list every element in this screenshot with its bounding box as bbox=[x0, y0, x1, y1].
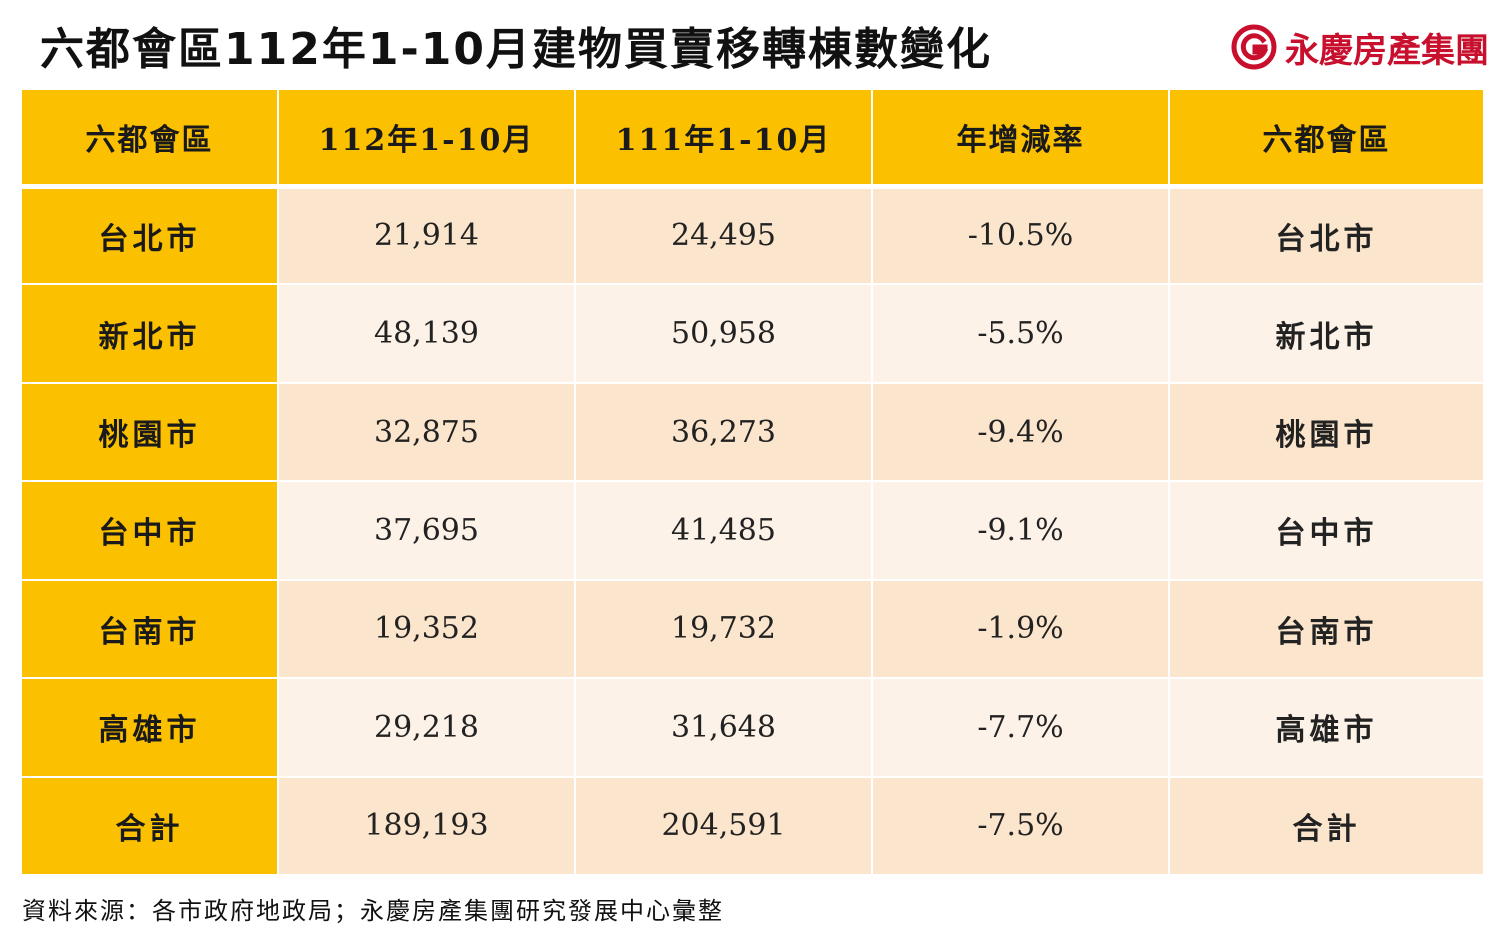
value-cell-2023: 32,875 bbox=[277, 381, 576, 483]
column-header: 112年1-10月 bbox=[277, 88, 576, 189]
brand: 永慶房產集團 bbox=[1231, 22, 1489, 72]
source-note: 資料來源：各市政府地政局；永慶房產集團研究發展中心彙整 bbox=[22, 897, 724, 925]
region-label-cell: 台南市 bbox=[1168, 578, 1485, 680]
total-value-2022: 204,591 bbox=[574, 775, 873, 877]
value-cell-2023: 37,695 bbox=[277, 480, 576, 581]
brand-name: 永慶房產集團 bbox=[1285, 30, 1489, 71]
change-rate-cell: -5.5% bbox=[871, 283, 1170, 384]
region-label-cell: 高雄市 bbox=[1168, 677, 1485, 778]
change-rate-cell: -1.9% bbox=[871, 578, 1170, 680]
value-cell-2023: 19,352 bbox=[277, 578, 576, 680]
column-header: 六都會區 bbox=[20, 88, 279, 189]
change-rate-cell: -9.4% bbox=[871, 381, 1170, 483]
value-cell-2022: 19,732 bbox=[574, 578, 873, 680]
value-cell-2022: 41,485 bbox=[574, 480, 873, 581]
region-label-cell: 桃園市 bbox=[1168, 381, 1485, 483]
total-change-rate: -7.5% bbox=[871, 775, 1170, 877]
value-cell-2023: 21,914 bbox=[277, 184, 576, 286]
brand-logo-icon bbox=[1231, 24, 1277, 70]
table-header-row: 六都會區 112年1-10月 111年1-10月 年增減率 六都會區 bbox=[20, 88, 1485, 189]
value-cell-2022: 24,495 bbox=[574, 184, 873, 286]
region-label-cell: 新北市 bbox=[1168, 283, 1485, 384]
table-row: 台中市 37,695 41,485 -9.1% 台中市 bbox=[20, 480, 1485, 581]
region-cell: 高雄市 bbox=[20, 677, 279, 778]
table-row: 高雄市 29,218 31,648 -7.7% 高雄市 bbox=[20, 677, 1485, 778]
value-cell-2022: 50,958 bbox=[574, 283, 873, 384]
value-cell-2022: 31,648 bbox=[574, 677, 873, 778]
region-label-cell: 台北市 bbox=[1168, 184, 1485, 286]
data-table: 六都會區 112年1-10月 111年1-10月 年增減率 六都會區 台北市 2… bbox=[20, 88, 1485, 877]
column-header: 六都會區 bbox=[1168, 88, 1485, 189]
column-header: 111年1-10月 bbox=[574, 88, 873, 189]
table-row: 台南市 19,352 19,732 -1.9% 台南市 bbox=[20, 578, 1485, 680]
total-label-right-cell: 合計 bbox=[1168, 775, 1485, 877]
value-cell-2023: 48,139 bbox=[277, 283, 576, 384]
total-label-cell: 合計 bbox=[20, 775, 279, 877]
value-cell-2023: 29,218 bbox=[277, 677, 576, 778]
region-cell: 台北市 bbox=[20, 184, 279, 286]
region-cell: 台南市 bbox=[20, 578, 279, 680]
table-row: 台北市 21,914 24,495 -10.5% 台北市 bbox=[20, 184, 1485, 286]
region-label-cell: 台中市 bbox=[1168, 480, 1485, 581]
change-rate-cell: -7.7% bbox=[871, 677, 1170, 778]
region-cell: 桃園市 bbox=[20, 381, 279, 483]
region-cell: 台中市 bbox=[20, 480, 279, 581]
change-rate-cell: -9.1% bbox=[871, 480, 1170, 581]
region-cell: 新北市 bbox=[20, 283, 279, 384]
table-total-row: 合計 189,193 204,591 -7.5% 合計 bbox=[20, 775, 1485, 877]
total-value-2023: 189,193 bbox=[277, 775, 576, 877]
table-row: 新北市 48,139 50,958 -5.5% 新北市 bbox=[20, 283, 1485, 384]
data-table-container: 六都會區 112年1-10月 111年1-10月 年增減率 六都會區 台北市 2… bbox=[20, 88, 1485, 877]
page-title: 六都會區112年1-10月建物買賣移轉棟數變化 bbox=[40, 24, 992, 75]
change-rate-cell: -10.5% bbox=[871, 184, 1170, 286]
column-header: 年增減率 bbox=[871, 88, 1170, 189]
table-row: 桃園市 32,875 36,273 -9.4% 桃園市 bbox=[20, 381, 1485, 483]
value-cell-2022: 36,273 bbox=[574, 381, 873, 483]
